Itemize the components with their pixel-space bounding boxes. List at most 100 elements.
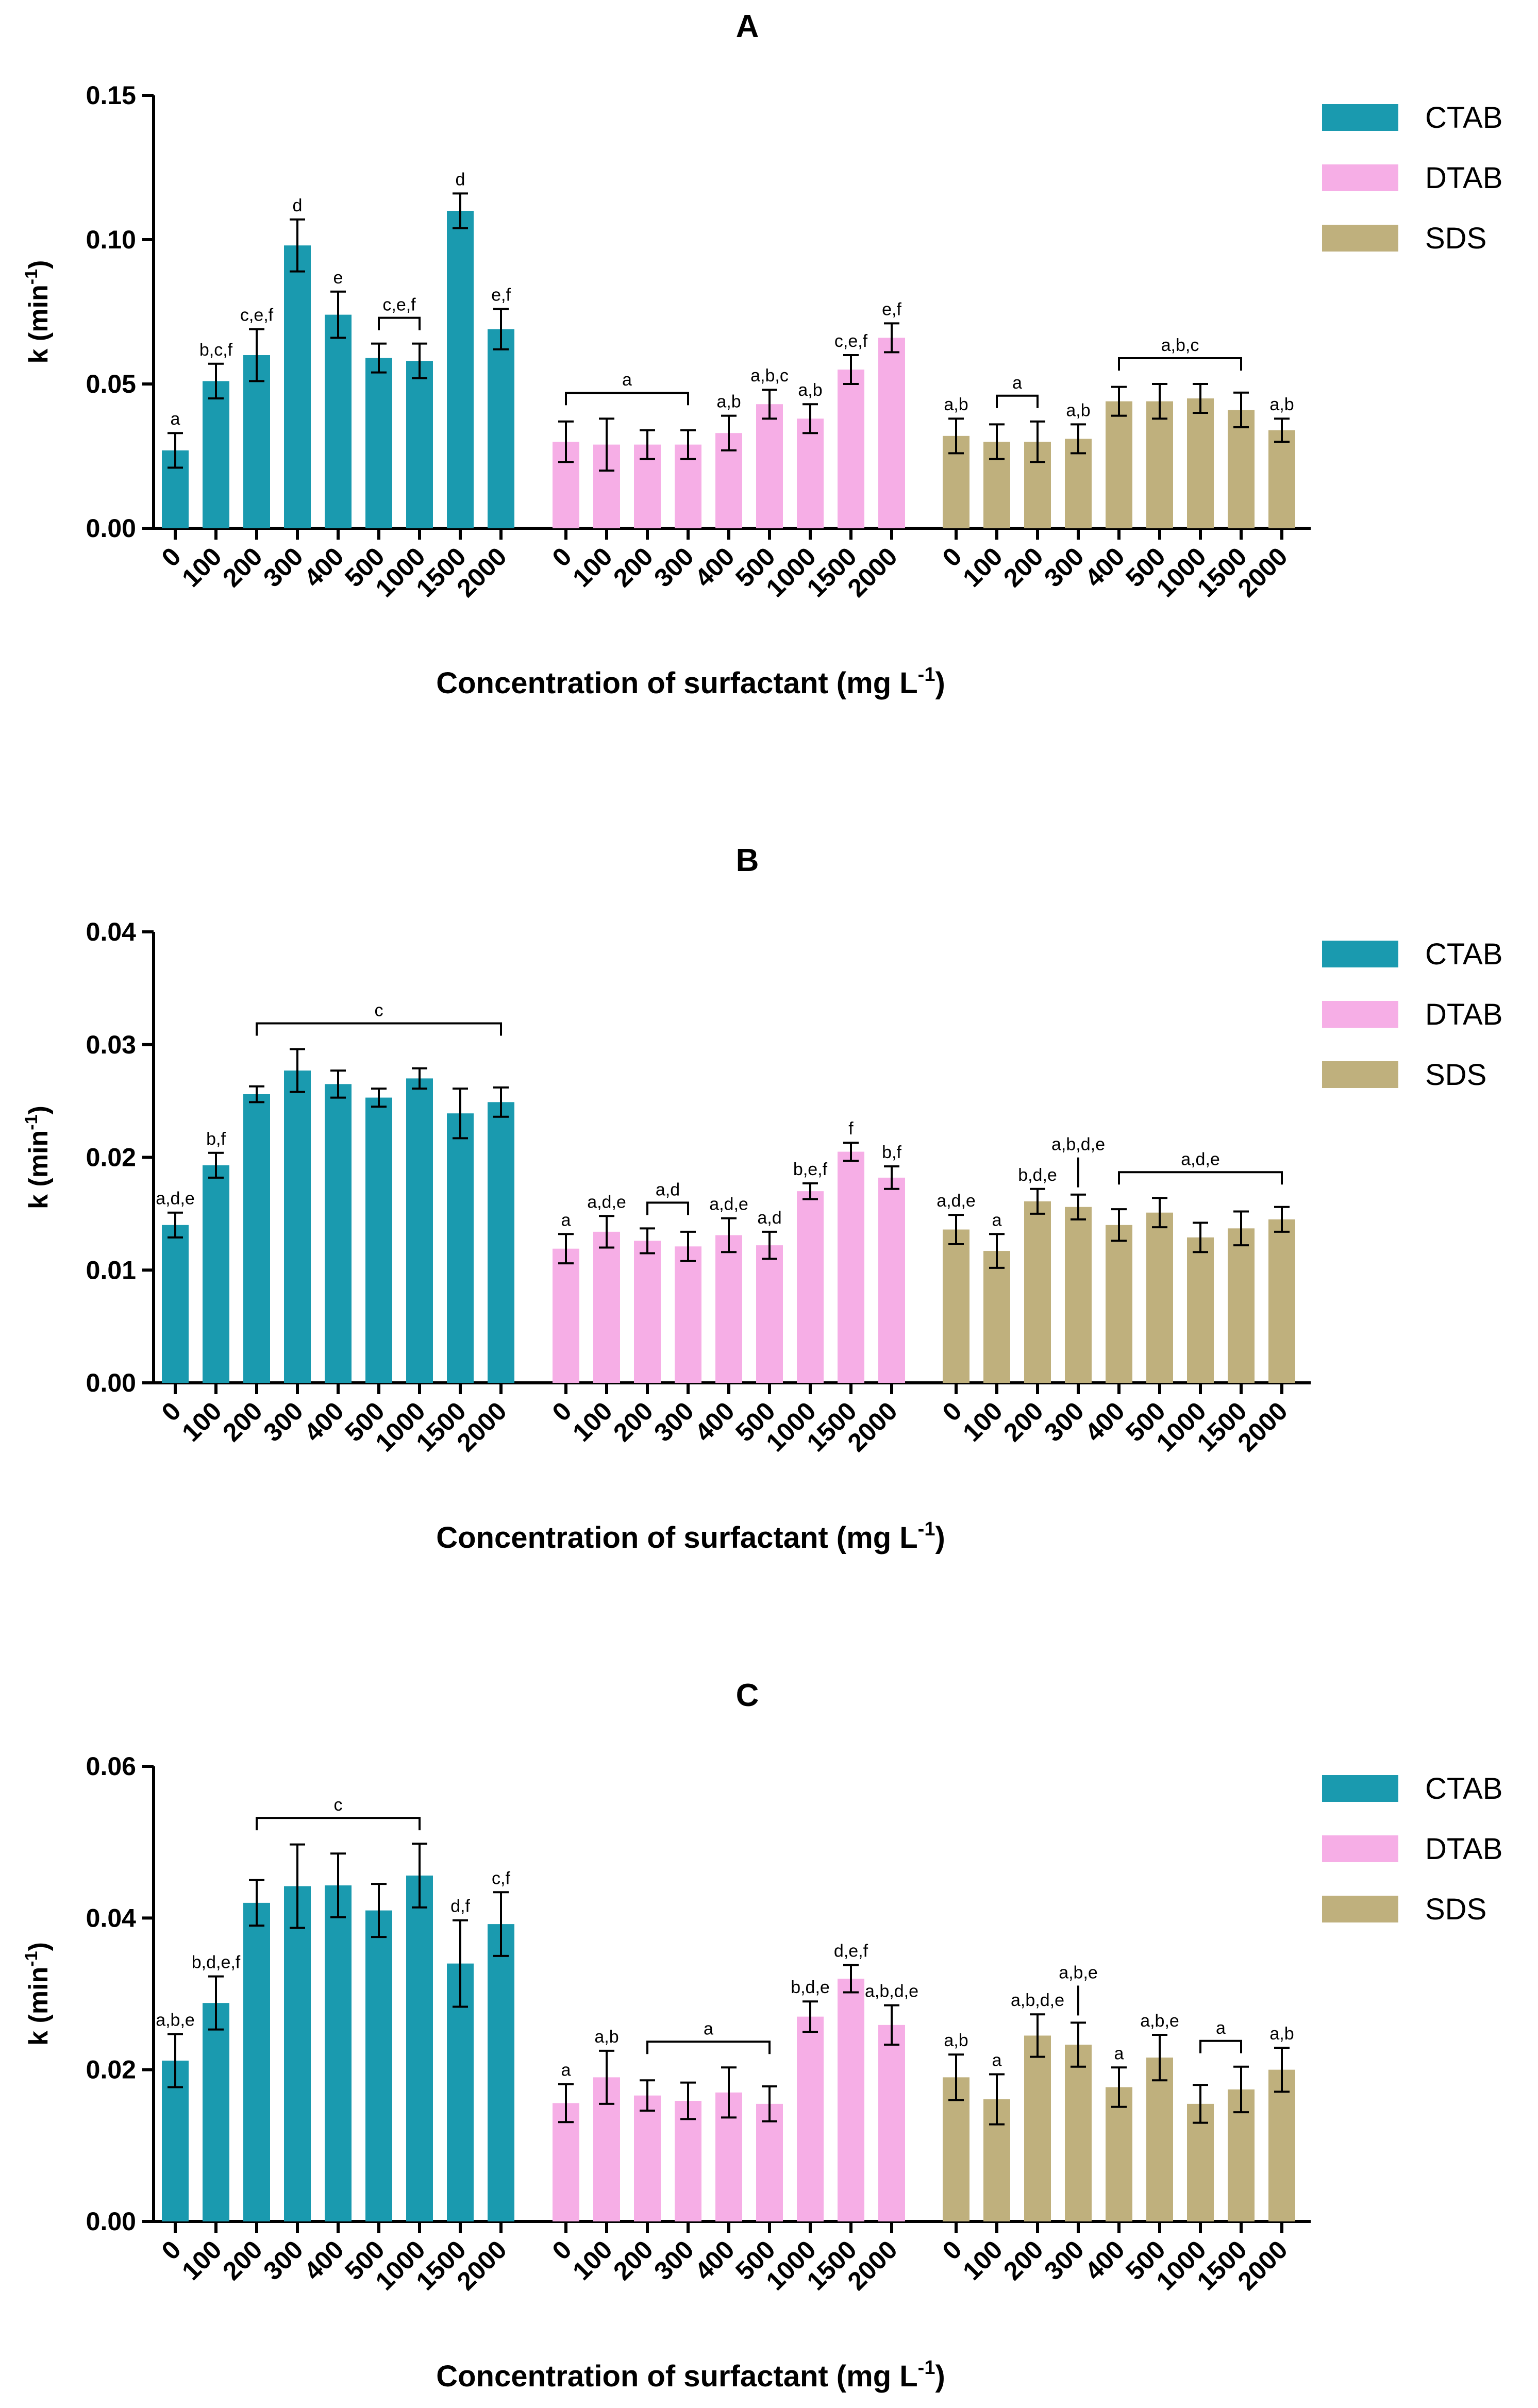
bracket-label: c,e,f: [382, 295, 416, 315]
bracket-label: a: [1216, 2018, 1226, 2038]
significance-label: b,f: [882, 1143, 901, 1162]
x-tick-label: 100: [957, 542, 1008, 593]
bracket-label: a,d,e: [1181, 1149, 1220, 1169]
bar-SDS-1000: [1187, 1237, 1214, 1383]
bar-SDS-400: [1106, 1225, 1132, 1383]
bar-DTAB-1500: [838, 1979, 864, 2221]
significance-label: a,b: [1269, 2024, 1294, 2044]
y-tick-label: 0.02: [86, 1143, 136, 1172]
x-axis-label: Concentration of surfactant (mg L-1): [436, 664, 945, 700]
legend-label-DTAB: DTAB: [1425, 1832, 1502, 1866]
bracket-label: a: [1012, 373, 1022, 393]
y-tick-label: 0.00: [86, 2207, 136, 2236]
y-axis-label: k (min-1): [22, 260, 54, 364]
bar-CTAB-400: [325, 1084, 352, 1383]
significance-label: a: [992, 1210, 1002, 1230]
significance-label: a,d,e: [156, 1189, 195, 1209]
significance-label: a: [171, 409, 180, 429]
x-tick-label: 300: [1039, 2235, 1090, 2286]
bar-SDS-2000: [1268, 1219, 1295, 1383]
significance-label: a,b,d,e: [865, 1982, 918, 2001]
bracket-label: c: [334, 1795, 343, 1815]
legend-label-SDS: SDS: [1425, 222, 1486, 255]
significance-label: a,b: [944, 2031, 968, 2050]
x-tick-label: 400: [298, 2235, 349, 2286]
bar-SDS-200: [1024, 2035, 1051, 2221]
bar-CTAB-1500: [447, 211, 474, 528]
x-axis-label: Concentration of surfactant (mg L-1): [436, 1518, 945, 1554]
y-tick-label: 0.01: [86, 1256, 136, 1284]
legend-label-SDS: SDS: [1425, 1058, 1486, 1092]
bar-SDS-200: [1024, 1201, 1051, 1383]
bar-SDS-400: [1106, 2087, 1132, 2221]
significance-bracket: [646, 2041, 771, 2054]
significance-label: e: [333, 268, 343, 288]
x-tick-label: 200: [998, 542, 1049, 593]
bar-CTAB-1000: [406, 361, 433, 528]
bar-DTAB-2000: [878, 2025, 905, 2221]
bracket-label: a: [622, 370, 632, 390]
x-tick-label: 400: [689, 2235, 740, 2286]
bar-DTAB-1500: [838, 1151, 864, 1383]
pointer-label: a,b,e: [1059, 1963, 1098, 1982]
x-tick-label: 300: [258, 2235, 309, 2286]
bar-CTAB-100: [203, 381, 229, 528]
y-tick-label: 0.02: [86, 2055, 136, 2084]
legend-label-CTAB: CTAB: [1425, 938, 1502, 971]
bar-CTAB-2000: [488, 329, 514, 528]
bar-SDS-400: [1106, 401, 1132, 528]
legend-label-CTAB: CTAB: [1425, 101, 1502, 135]
significance-label: a,d,e: [937, 1191, 976, 1211]
x-tick-label: 100: [957, 2235, 1008, 2286]
bar-SDS-0: [943, 2077, 969, 2221]
x-tick-label: 200: [608, 542, 659, 593]
x-axis-label: Concentration of surfactant (mg L-1): [436, 2357, 945, 2393]
x-tick-label: 200: [217, 2235, 268, 2286]
significance-label: f: [848, 1119, 854, 1139]
legend-swatch-SDS: [1322, 1061, 1398, 1088]
chart-panel-A: A0.000.050.100.15k (min-1)0a100b,c,f200c…: [22, 9, 1502, 700]
legend-swatch-CTAB: [1322, 1775, 1398, 1802]
significance-label: c,f: [492, 1868, 510, 1888]
significance-label: a: [992, 2050, 1002, 2070]
bar-DTAB-2000: [878, 338, 905, 528]
bar-DTAB-300: [675, 2101, 701, 2221]
significance-bracket: [256, 1022, 502, 1036]
bar-DTAB-200: [634, 1241, 661, 1383]
x-tick-label: 100: [957, 1396, 1008, 1447]
y-axis-label: k (min-1): [22, 1942, 54, 2046]
bar-CTAB-1000: [406, 1875, 433, 2221]
bar-SDS-1000: [1187, 398, 1214, 528]
y-tick-label: 0.15: [86, 81, 136, 110]
bar-CTAB-0: [162, 1225, 189, 1383]
significance-label: b,e,f: [793, 1160, 828, 1179]
bar-DTAB-200: [634, 2095, 661, 2221]
bar-SDS-0: [943, 1229, 969, 1383]
y-tick-label: 0.05: [86, 370, 136, 398]
x-tick-label: 300: [648, 2235, 699, 2286]
significance-bracket: [1118, 1171, 1283, 1185]
series-DTAB: 0100200300400a,b500a,b,c1000a,b1500c,e,f…: [547, 299, 905, 603]
chart-panel-C: C0.000.020.040.06k (min-1)0a,b,e100b,d,e…: [22, 1678, 1502, 2393]
significance-bracket: [256, 1817, 421, 1831]
bar-DTAB-1500: [838, 370, 864, 528]
bracket-label: a,d: [656, 1180, 680, 1199]
pointer-label: a,b,d,e: [1051, 1135, 1105, 1155]
bar-CTAB-300: [284, 1886, 311, 2221]
significance-label: b,d,e: [791, 1978, 830, 1997]
x-tick-label: 300: [1039, 1396, 1090, 1447]
legend-label-CTAB: CTAB: [1425, 1772, 1502, 1805]
y-tick-label: 0.03: [86, 1030, 136, 1059]
bar-CTAB-200: [243, 1902, 270, 2221]
x-tick-label: 100: [176, 1396, 227, 1447]
x-tick-label: 100: [567, 2235, 618, 2286]
bar-SDS-100: [983, 1251, 1010, 1383]
bar-DTAB-500: [756, 1245, 783, 1383]
bar-SDS-300: [1065, 1207, 1092, 1383]
bar-DTAB-0: [553, 1248, 579, 1383]
significance-label: a: [1114, 2044, 1124, 2063]
